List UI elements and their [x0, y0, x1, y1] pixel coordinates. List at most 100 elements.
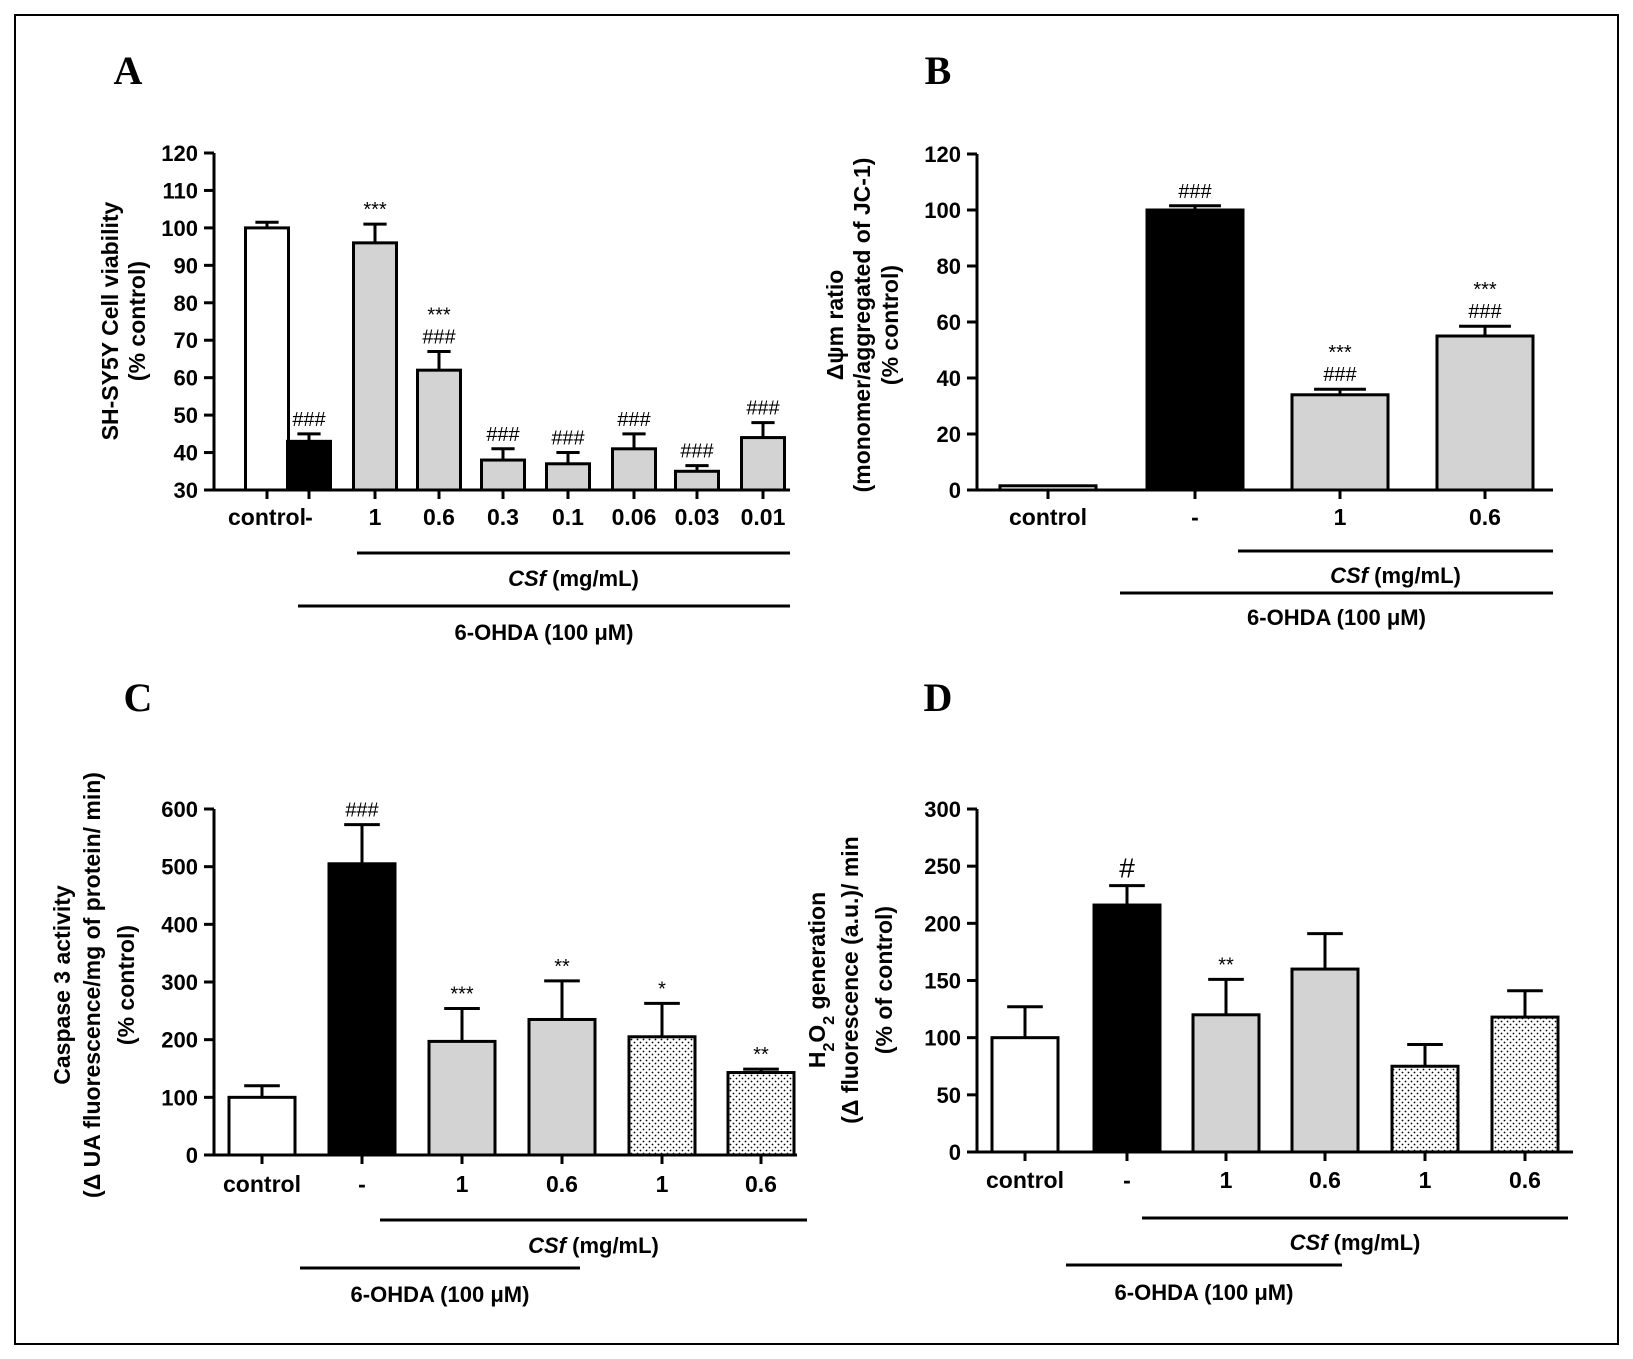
- category-label: 0.03: [675, 504, 720, 530]
- significance-label: ***: [427, 304, 451, 326]
- treatment-bracket-label: CSf (mg/mL): [508, 566, 639, 591]
- significance-label: ###: [680, 441, 714, 463]
- y-tick-label: 100: [924, 1026, 961, 1051]
- category-label: 0.6: [423, 504, 455, 530]
- y-tick-label: 120: [161, 141, 198, 166]
- y-tick-label: 80: [937, 254, 961, 279]
- y-axis-label: Caspase 3 activity: [49, 885, 75, 1085]
- treatment-bracket-label: CSf (mg/mL): [1330, 563, 1461, 588]
- category-label: control: [986, 1167, 1064, 1193]
- significance-label: ###: [345, 800, 379, 822]
- significance-label: ***: [450, 984, 474, 1006]
- y-tick-label: 70: [174, 328, 198, 353]
- y-axis-label: (% control): [113, 925, 139, 1045]
- y-tick-label: 80: [174, 291, 198, 316]
- category-label: 1: [656, 1171, 669, 1197]
- category-label: -: [358, 1171, 366, 1197]
- bar: [1435, 334, 1535, 492]
- bar: [627, 1035, 697, 1157]
- y-axis-label: (monomer/aggregated of JC-1): [849, 158, 875, 493]
- treatment-bracket-label: CSf (mg/mL): [528, 1233, 659, 1258]
- bar: [527, 1017, 597, 1157]
- significance-label: **: [554, 956, 570, 978]
- panel-letter: A: [114, 48, 143, 93]
- y-tick-label: 200: [924, 911, 961, 936]
- y-tick-label: 110: [163, 178, 199, 203]
- bar: [1390, 1064, 1460, 1154]
- category-label: -: [1191, 504, 1199, 530]
- bar: [427, 1039, 497, 1157]
- category-label: 1: [1419, 1167, 1432, 1193]
- category-label: 0.6: [1309, 1167, 1341, 1193]
- y-axis-label: SH-SY5Y Cell viability: [97, 201, 123, 440]
- treatment-bracket-label: 6-OHDA (100 μM): [455, 620, 634, 645]
- y-axis-label: (% control): [124, 261, 150, 381]
- y-tick-label: 60: [174, 366, 198, 391]
- category-label: 0.1: [552, 504, 584, 530]
- y-tick-label: 300: [161, 970, 198, 995]
- category-label: 0.6: [745, 1171, 777, 1197]
- bar: [227, 1095, 297, 1157]
- bar: [1490, 1015, 1560, 1154]
- y-tick-label: 600: [161, 797, 198, 822]
- bar: [416, 368, 462, 492]
- significance-label: ###: [292, 409, 326, 431]
- y-axis-label: Δψm ratio: [822, 270, 848, 381]
- treatment-bracket-label: 6-OHDA (100 μM): [1115, 1280, 1294, 1305]
- bar: [1290, 393, 1390, 492]
- bar: [1145, 208, 1245, 492]
- y-axis-label: (Δ fluorescence (a.u.)/ min: [837, 836, 863, 1123]
- y-tick-label: 150: [924, 969, 961, 994]
- panel-b: B020406080100120control###-###***1###***…: [822, 48, 1553, 630]
- significance-label: ###: [746, 398, 780, 420]
- category-label: 1: [369, 504, 382, 530]
- category-label: 1: [1334, 504, 1347, 530]
- significance-label: ***: [1328, 342, 1352, 364]
- bar: [244, 226, 290, 492]
- significance-label: ###: [486, 424, 520, 446]
- bar: [1290, 967, 1360, 1154]
- bar: [1191, 1013, 1261, 1154]
- panel-c: C0100200300400500600control###-***1**0.6…: [49, 675, 807, 1307]
- y-tick-label: 0: [949, 1140, 961, 1165]
- bar: [352, 241, 398, 492]
- bar: [998, 484, 1098, 492]
- category-label: 0.6: [546, 1171, 578, 1197]
- y-tick-label: 300: [924, 797, 961, 822]
- significance-label: **: [1218, 954, 1234, 976]
- y-tick-label: 60: [937, 310, 961, 335]
- significance-label: ###: [551, 428, 585, 450]
- significance-label: *: [658, 978, 666, 1000]
- y-axis-label: H2O2 generation: [804, 892, 838, 1068]
- category-label: 0.6: [1509, 1167, 1541, 1193]
- treatment-bracket-label: 6-OHDA (100 μM): [1247, 605, 1426, 630]
- figure-frame: [14, 14, 1619, 1345]
- y-tick-label: 100: [161, 216, 198, 241]
- y-tick-label: 90: [174, 253, 198, 278]
- y-tick-label: 250: [924, 854, 961, 879]
- panel-letter: B: [925, 48, 952, 93]
- category-label: control: [1009, 504, 1087, 530]
- significance-label: ***: [363, 199, 387, 221]
- bar: [545, 462, 591, 492]
- y-tick-label: 20: [937, 422, 961, 447]
- bar: [674, 469, 720, 492]
- y-tick-label: 200: [161, 1028, 198, 1053]
- bar: [286, 439, 332, 492]
- bar: [480, 458, 526, 492]
- y-axis-label: (% control): [877, 265, 903, 385]
- significance-label: ###: [1323, 364, 1357, 386]
- category-label: control: [228, 504, 306, 530]
- significance-label: #: [1119, 853, 1135, 884]
- panel-letter: C: [124, 675, 153, 720]
- category-label: 0.01: [741, 504, 786, 530]
- bar: [726, 1071, 796, 1157]
- treatment-bracket-label: 6-OHDA (100 μM): [351, 1282, 530, 1307]
- y-tick-label: 30: [174, 478, 198, 503]
- category-label: -: [1123, 1167, 1131, 1193]
- category-label: control: [223, 1171, 301, 1197]
- y-tick-label: 100: [161, 1085, 198, 1110]
- panel-letter: D: [924, 675, 953, 720]
- y-axis-label: (% of control): [871, 906, 897, 1054]
